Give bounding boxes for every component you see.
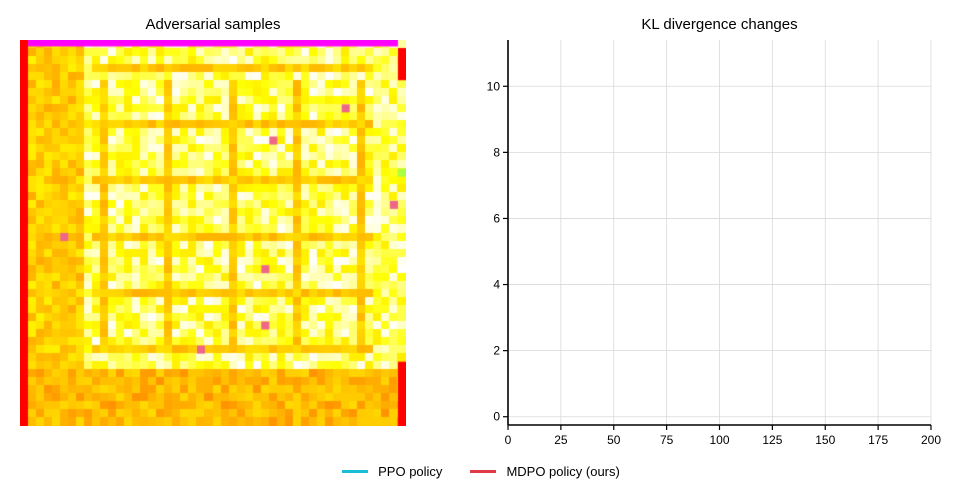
x-tick-label: 175	[868, 433, 888, 447]
legend: PPO policy MDPO policy (ours)	[0, 464, 962, 479]
legend-item-mdpo: MDPO policy (ours)	[470, 464, 620, 479]
x-tick-label: 150	[815, 433, 835, 447]
x-tick-label: 200	[921, 433, 941, 447]
y-tick-label: 10	[487, 79, 501, 93]
x-tick-label: 75	[660, 433, 674, 447]
y-tick-label: 6	[493, 211, 500, 225]
legend-swatch-mdpo	[470, 470, 497, 473]
y-tick-label: 2	[493, 344, 500, 358]
legend-swatch-ppo	[342, 470, 369, 473]
y-tick-label: 8	[493, 145, 500, 159]
y-tick-label: 0	[493, 410, 500, 424]
x-tick-label: 0	[505, 433, 512, 447]
x-tick-label: 100	[709, 433, 729, 447]
x-tick-label: 50	[607, 433, 621, 447]
legend-item-ppo: PPO policy	[342, 464, 442, 479]
y-tick-label: 4	[493, 278, 500, 292]
legend-label-ppo: PPO policy	[378, 464, 443, 479]
adversarial-heatmap	[20, 40, 406, 426]
heatmap-title: Adversarial samples	[145, 16, 281, 33]
legend-label-mdpo: MDPO policy (ours)	[506, 464, 620, 479]
kl-chart-title: KL divergence changes	[641, 16, 798, 33]
x-tick-label: 125	[762, 433, 782, 447]
x-tick-label: 25	[554, 433, 568, 447]
